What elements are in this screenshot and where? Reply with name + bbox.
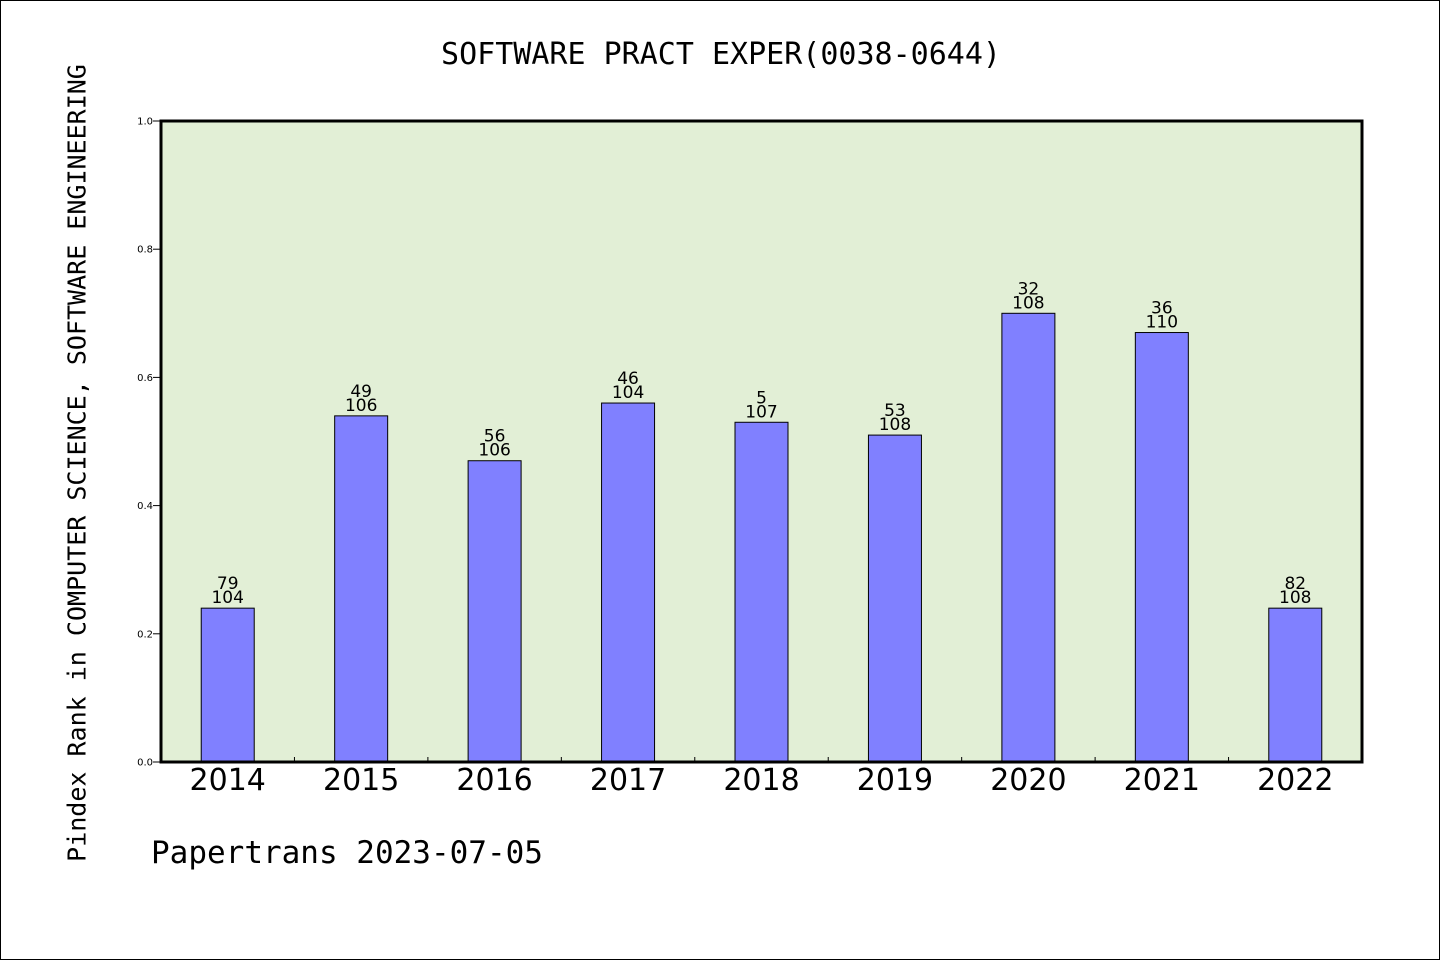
bar-rank-label: 5 — [756, 388, 767, 408]
x-tick-label: 2017 — [590, 763, 666, 798]
bar-total-label: 104 — [612, 383, 644, 403]
bar — [200, 607, 255, 763]
y-tick-label: 1.0 — [137, 117, 153, 128]
bar-total-label: 108 — [879, 415, 911, 435]
bar — [1134, 332, 1189, 763]
bar — [1001, 312, 1056, 763]
x-tick-label: 2022 — [1257, 763, 1333, 798]
bar-total-label: 107 — [745, 402, 777, 422]
bar-total-label: 110 — [1146, 313, 1178, 333]
plot-frame — [159, 119, 1364, 764]
bar-total-label: 106 — [478, 441, 510, 461]
bar-total-label: 106 — [345, 396, 377, 416]
bar — [1268, 607, 1323, 763]
bar-total-label: 108 — [1012, 293, 1044, 313]
x-tick-label: 2015 — [323, 763, 399, 798]
y-tick-label: 0.2 — [137, 629, 153, 640]
x-tick-label: 2021 — [1124, 763, 1200, 798]
bar — [734, 421, 789, 763]
x-tick-label: 2016 — [456, 763, 532, 798]
bar-rank-label: 82 — [1284, 574, 1306, 594]
bar-total-label: 108 — [1279, 588, 1311, 608]
y-tick-label: 0.0 — [137, 758, 153, 769]
y-tick-label: 0.8 — [137, 245, 153, 256]
bar — [601, 402, 656, 763]
bar-rank-label: 56 — [484, 427, 506, 447]
bar-rank-label: 53 — [884, 401, 906, 421]
bar-rank-label: 36 — [1151, 299, 1173, 319]
bar-total-label: 104 — [211, 588, 243, 608]
bar-rank-label: 49 — [350, 382, 372, 402]
y-tick-label: 0.4 — [137, 501, 153, 512]
x-tick-label: 2019 — [857, 763, 933, 798]
chart-title: SOFTWARE PRACT EXPER(0038-0644) — [441, 37, 1001, 72]
y-tick-label: 0.6 — [137, 373, 153, 384]
bar-rank-label: 46 — [617, 369, 639, 389]
bar — [334, 415, 389, 763]
bar-rank-label: 79 — [217, 574, 239, 594]
footer-note: Papertrans 2023-07-05 — [151, 835, 543, 871]
bar-rank-label: 32 — [1018, 279, 1040, 299]
bar — [467, 460, 522, 763]
x-tick-label: 2018 — [723, 763, 799, 798]
x-tick-label: 2014 — [190, 763, 266, 798]
bar — [867, 434, 922, 763]
x-tick-label: 2020 — [990, 763, 1066, 798]
